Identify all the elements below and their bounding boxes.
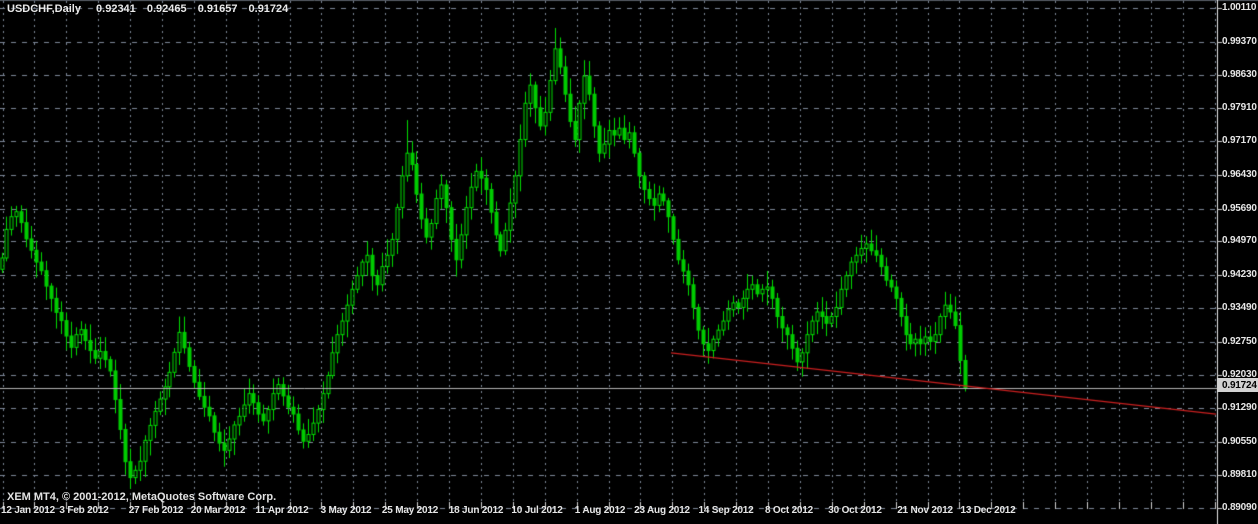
- high-value: 0.92465: [146, 3, 187, 15]
- x-axis-label: 3 May 2012: [320, 505, 372, 516]
- x-axis-label: 21 Nov 2012: [897, 505, 953, 516]
- x-axis-label: 27 Feb 2012: [128, 505, 184, 516]
- copyright-label: XEM MT4, © 2001-2012, MetaQuotes Softwar…: [7, 491, 277, 503]
- open-value: 0.92341: [96, 3, 136, 15]
- x-axis-label: 14 Sep 2012: [698, 505, 754, 516]
- x-axis-label: 10 Jul 2012: [511, 505, 563, 516]
- chart-ohlc-header: USDCHF,Daily 0.92341 0.92465 0.91657 0.9…: [7, 3, 296, 15]
- y-axis-label: 1.00110: [1222, 2, 1257, 13]
- symbol-period-label: USDCHF,Daily: [7, 3, 81, 15]
- y-axis-label: 0.97910: [1222, 102, 1257, 113]
- x-axis-label: 11 Apr 2012: [255, 505, 309, 516]
- y-axis-label: 0.94970: [1222, 235, 1257, 246]
- y-axis-label: 0.94230: [1222, 269, 1257, 280]
- x-axis-label: 18 Jun 2012: [448, 505, 504, 516]
- current-price-marker: 0.91724: [1217, 378, 1258, 392]
- y-axis-label: 0.91290: [1222, 402, 1257, 413]
- x-axis-label: 13 Dec 2012: [960, 505, 1016, 516]
- x-axis-label: 3 Feb 2012: [59, 505, 109, 516]
- x-axis-label: 1 Aug 2012: [574, 505, 626, 516]
- x-axis-label: 8 Oct 2012: [764, 505, 814, 516]
- x-axis-label: 12 Jan 2012: [1, 505, 55, 516]
- x-axis-label: 20 Mar 2012: [190, 505, 246, 516]
- y-axis-label: 0.97170: [1222, 135, 1257, 146]
- y-axis-label: 0.92030: [1222, 369, 1257, 380]
- low-value: 0.91657: [197, 3, 238, 15]
- y-axis-label: 0.89810: [1222, 469, 1257, 480]
- y-axis-label: 0.93490: [1222, 302, 1257, 313]
- current-price-value: 0.91724: [1222, 379, 1257, 391]
- x-axis-label: 30 Oct 2012: [828, 505, 882, 516]
- y-axis-label: 0.92750: [1222, 336, 1257, 347]
- x-axis-label: 23 Aug 2012: [634, 505, 690, 516]
- y-axis-label: 0.95690: [1222, 203, 1257, 214]
- y-axis-label: 0.98630: [1222, 69, 1257, 80]
- close-value: 0.91724: [248, 3, 289, 15]
- y-axis-label: 0.96430: [1222, 169, 1257, 180]
- y-axis-label: 0.90550: [1222, 436, 1257, 447]
- x-axis-label: 25 May 2012: [381, 505, 439, 516]
- y-axis-label: 0.89090: [1222, 502, 1257, 513]
- y-axis-label: 0.99370: [1222, 36, 1257, 47]
